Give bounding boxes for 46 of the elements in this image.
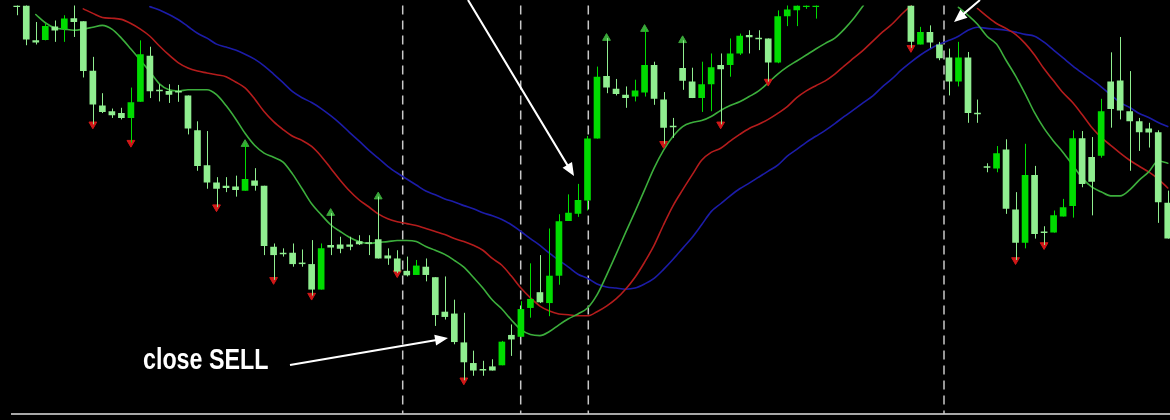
candlestick: [441, 275, 449, 321]
annotation: close SELL: [143, 342, 269, 375]
candlestick: [289, 242, 296, 268]
candlestick: [508, 323, 515, 357]
candlestick: [32, 21, 40, 45]
point: [1011, 257, 1020, 265]
candlestick: [698, 61, 705, 113]
point: [640, 24, 649, 32]
candlestick: [527, 262, 534, 319]
candlestick: [783, 5, 791, 27]
candlestick: [1145, 122, 1153, 149]
candlestick: [631, 79, 639, 102]
candlestick: [565, 193, 572, 222]
candlestick: [99, 92, 106, 114]
candlestick: [726, 37, 734, 78]
candlestick: [736, 33, 744, 56]
candlestick: [993, 145, 1000, 173]
candlestick: [470, 350, 477, 377]
candlestick: [232, 175, 239, 198]
candlestick: [403, 256, 411, 277]
candlestick: [251, 167, 258, 192]
candlestick: [707, 52, 715, 112]
candlestick: [165, 83, 173, 104]
candlestick: [574, 183, 582, 218]
candlestick: [1050, 210, 1057, 234]
candlestick: [926, 24, 934, 49]
candlestick: [70, 5, 78, 38]
point: [716, 121, 726, 130]
candlestick: [60, 14, 68, 43]
candlestick: [365, 234, 373, 256]
point: [88, 121, 98, 130]
candlestick: [936, 41, 943, 61]
candlestick: [1126, 70, 1134, 172]
point: [373, 191, 383, 200]
point: [459, 377, 469, 386]
candlestick: [945, 48, 953, 96]
candlestick: [422, 257, 430, 282]
point: [326, 208, 336, 216]
point: [906, 45, 916, 53]
candlestick: [1135, 117, 1143, 152]
candlestick: [745, 29, 753, 54]
point: [1039, 242, 1049, 250]
candlestick: [51, 19, 59, 43]
candlestick: [536, 254, 544, 304]
candlestick: [955, 41, 962, 87]
candlestick: [622, 85, 629, 109]
